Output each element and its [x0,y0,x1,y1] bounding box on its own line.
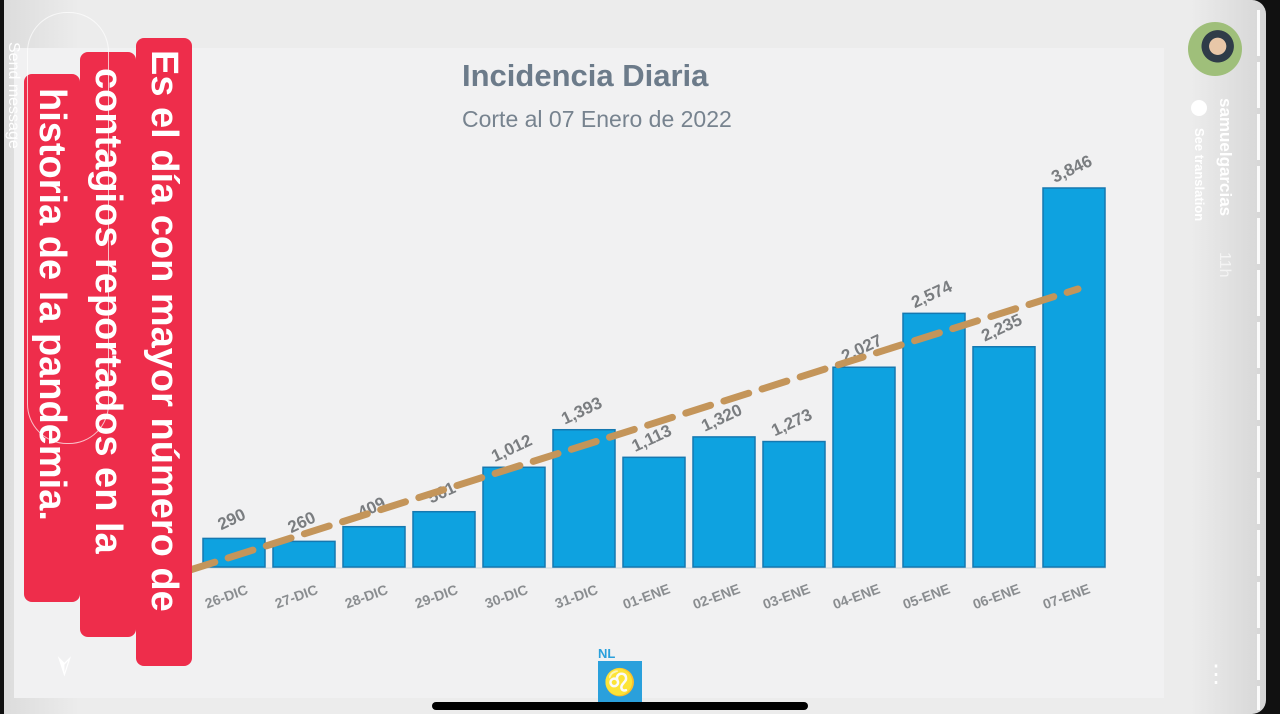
trend-line [186,285,1082,574]
category-label: 07-ENE [1041,580,1093,612]
more-options-icon[interactable]: ⋮ [1204,661,1229,688]
category-label: 26-DIC [203,581,250,611]
category-label: 04-ENE [831,580,883,612]
bar [902,312,966,568]
bar [412,510,476,568]
bar [1042,187,1106,568]
time-ago: 11h [1216,252,1233,278]
category-label: 29-DIC [413,581,460,611]
avatar[interactable] [1188,22,1242,76]
data-label: 3,846 [1048,151,1095,186]
data-label: 1,012 [488,431,535,466]
category-label: 02-ENE [691,580,743,612]
send-icon[interactable]: ➢ [48,652,82,679]
logo-lion-icon: ♌ [598,661,642,703]
data-label: 1,393 [558,393,605,428]
data-label: 2,574 [908,277,955,312]
category-label: 27-DIC [273,581,320,611]
bar [552,428,616,568]
nl-logo: NL ♌ [598,646,644,703]
category-label: 06-ENE [971,580,1023,612]
send-message-placeholder: Send message [5,42,22,149]
data-label: 1,273 [768,405,815,440]
bar [622,456,686,568]
bar [482,466,546,568]
bar [832,366,896,568]
chart-title: Incidencia Diaria [462,58,709,93]
category-label: 05-ENE [901,580,953,612]
home-indicator [432,702,808,710]
overlay-line-1: Es el día con mayor número de [136,38,192,666]
send-message-input[interactable] [27,12,109,444]
see-translation-link[interactable]: See translation [1192,128,1207,222]
logo-text: NL [598,646,616,661]
bar [972,346,1036,568]
category-label: 28-DIC [343,581,390,611]
bar [342,525,406,568]
category-label: 31-DIC [553,581,600,611]
category-label: 01-ENE [621,580,673,612]
bar [692,436,756,568]
category-label: 30-DIC [483,581,530,611]
bar [762,440,826,568]
story-progress-bar [1257,10,1260,710]
username[interactable]: samuelgarcias [1216,98,1235,217]
translation-bubble-icon [1191,100,1207,116]
bar [272,540,336,568]
overlay-line-3: historia de la pandemia. [24,74,80,602]
chart-subtitle: Corte al 07 Enero de 2022 [462,106,732,132]
category-label: 03-ENE [761,580,813,612]
data-label: 290 [215,505,249,534]
